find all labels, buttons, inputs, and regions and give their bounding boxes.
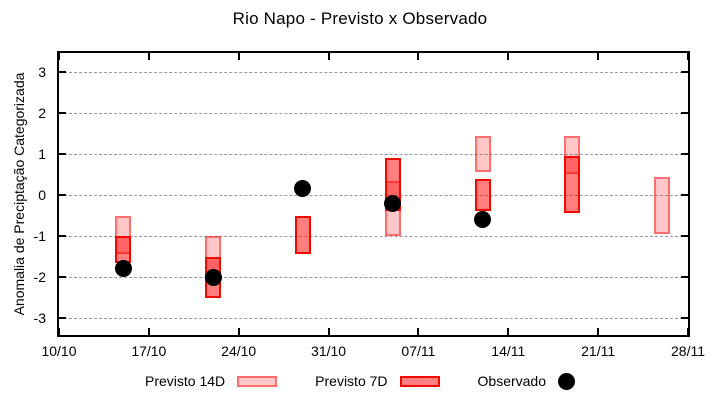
x-tick-top bbox=[687, 53, 689, 60]
x-tick-top bbox=[237, 53, 240, 60]
y-tick-label: -1 bbox=[33, 228, 46, 244]
x-tick-label: 21/11 bbox=[581, 343, 616, 359]
legend: Previsto 14D Previsto 7D Observado bbox=[0, 366, 720, 396]
gridline bbox=[59, 235, 688, 237]
x-tick-top bbox=[327, 53, 330, 60]
x-tick-label: 17/10 bbox=[131, 343, 167, 359]
x-tick-bottom bbox=[597, 328, 600, 335]
y-tick-right bbox=[681, 112, 688, 114]
x-tick-bottom bbox=[687, 328, 689, 335]
legend-item-previsto-14d: Previsto 14D bbox=[145, 373, 278, 389]
y-tick-left bbox=[59, 317, 66, 319]
x-tick-label: 14/11 bbox=[491, 343, 526, 359]
y-tick-left bbox=[59, 235, 66, 237]
gridline bbox=[59, 71, 688, 73]
y-tick-right bbox=[681, 235, 688, 237]
legend-label-previsto-14d: Previsto 14D bbox=[145, 373, 226, 389]
observed-dot-swatch-icon bbox=[558, 372, 575, 390]
gridline bbox=[59, 194, 688, 196]
forecast-7d-bar bbox=[564, 156, 581, 214]
y-tick-left bbox=[59, 153, 66, 155]
y-tick-label: -2 bbox=[33, 269, 46, 285]
forecast-7d-swatch-icon bbox=[399, 375, 440, 387]
x-tick-bottom bbox=[147, 328, 150, 335]
x-tick-top bbox=[597, 53, 600, 60]
y-tick-left bbox=[59, 112, 66, 114]
x-tick-label: 10/10 bbox=[41, 343, 77, 359]
y-tick-label: 0 bbox=[38, 187, 46, 203]
observed-point bbox=[294, 180, 312, 198]
gridline bbox=[59, 153, 688, 155]
legend-label-previsto-7d: Previsto 7D bbox=[315, 373, 388, 389]
x-tick-top bbox=[417, 53, 420, 60]
y-tick-left bbox=[59, 276, 66, 278]
x-tick-top bbox=[147, 53, 150, 60]
forecast-14d-bar bbox=[654, 176, 671, 234]
x-tick-top bbox=[58, 53, 60, 60]
forecast-14d-bar bbox=[474, 135, 491, 173]
x-tick-bottom bbox=[507, 328, 510, 335]
y-tick-label: -3 bbox=[33, 310, 46, 326]
y-tick-left bbox=[59, 194, 66, 196]
observed-point bbox=[474, 211, 492, 229]
y-tick-right bbox=[681, 153, 688, 155]
forecast-7d-bar bbox=[294, 215, 311, 255]
y-tick-label: 1 bbox=[38, 146, 46, 162]
y-tick-left bbox=[59, 71, 66, 73]
observed-point bbox=[114, 260, 132, 278]
x-tick-bottom bbox=[58, 328, 60, 335]
x-tick-label: 07/11 bbox=[401, 343, 436, 359]
plot-area bbox=[57, 51, 690, 337]
y-tick-label: 2 bbox=[38, 105, 46, 121]
y-tick-right bbox=[681, 71, 688, 73]
forecast-14d-swatch-icon bbox=[237, 375, 278, 387]
legend-label-observado: Observado bbox=[477, 373, 546, 389]
legend-item-previsto-7d: Previsto 7D bbox=[315, 373, 440, 389]
observed-point bbox=[384, 194, 402, 212]
gridline bbox=[59, 317, 688, 319]
gridline bbox=[59, 276, 688, 278]
forecast-7d-bar bbox=[474, 178, 491, 212]
x-tick-bottom bbox=[237, 328, 240, 335]
x-tick-top bbox=[507, 53, 510, 60]
chart-title: Rio Napo - Previsto x Observado bbox=[232, 9, 488, 28]
observed-point bbox=[204, 268, 222, 286]
legend-item-observado: Observado bbox=[477, 372, 575, 390]
x-tick-label: 28/11 bbox=[671, 343, 705, 359]
x-tick-label: 24/10 bbox=[221, 343, 257, 359]
x-tick-label: 31/10 bbox=[311, 343, 347, 359]
x-tick-bottom bbox=[327, 328, 330, 335]
x-tick-bottom bbox=[417, 328, 420, 335]
y-tick-label: 3 bbox=[38, 64, 46, 80]
y-tick-right bbox=[681, 276, 688, 278]
forecast-7d-bar bbox=[115, 236, 132, 263]
gridline bbox=[59, 112, 688, 114]
y-tick-right bbox=[681, 317, 688, 319]
y-tick-right bbox=[681, 194, 688, 196]
